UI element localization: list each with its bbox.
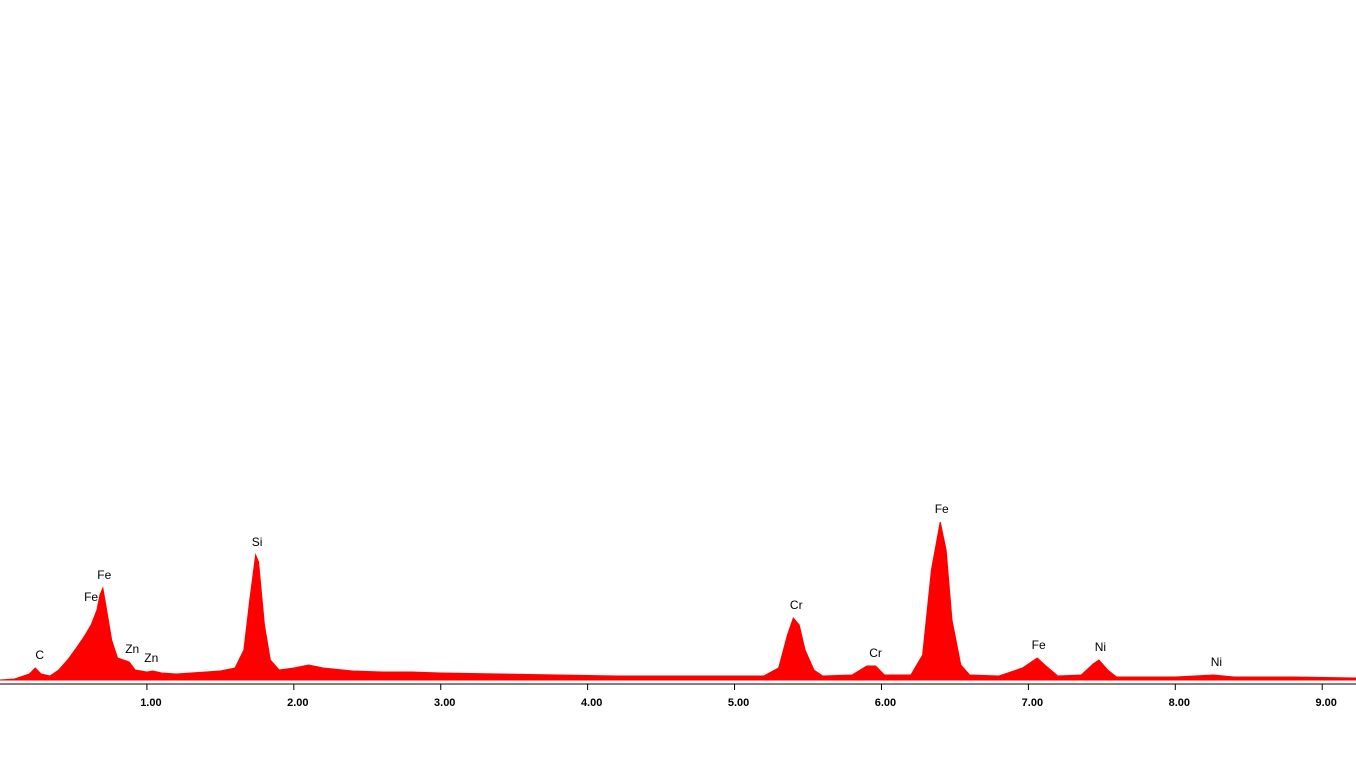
x-tick-label: 6.00 [875, 697, 896, 709]
x-tick-label: 4.00 [581, 697, 602, 709]
x-tick-label: 3.00 [434, 697, 455, 709]
peak-label: Cr [790, 598, 803, 612]
peak-label: Fe [1032, 638, 1046, 652]
peak-label: Zn [144, 651, 158, 665]
x-tick-label: 5.00 [728, 697, 749, 709]
peak-label: Fe [97, 568, 111, 582]
x-tick-label: 8.00 [1169, 697, 1190, 709]
peak-label: Fe [84, 590, 98, 604]
spectrum-area [0, 521, 1356, 681]
peak-label: Si [252, 535, 263, 549]
peak-label: Ni [1095, 640, 1106, 654]
peak-label: Zn [125, 642, 139, 656]
peak-label: Ni [1211, 655, 1222, 669]
x-tick-label: 2.00 [287, 697, 308, 709]
x-tick-label: 1.00 [140, 697, 161, 709]
peak-label: C [35, 648, 44, 662]
peak-label: Fe [935, 502, 949, 516]
x-tick-label: 9.00 [1315, 697, 1336, 709]
x-tick-label: 7.00 [1022, 697, 1043, 709]
peak-label: Cr [869, 646, 882, 660]
